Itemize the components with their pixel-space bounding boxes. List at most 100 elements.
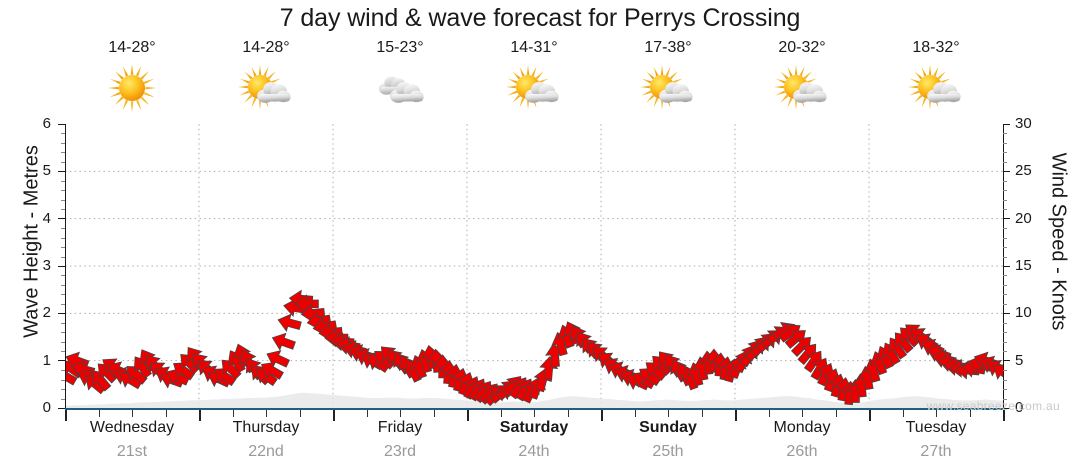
x-axis-tick (132, 410, 133, 417)
axis-minor-tick (1003, 247, 1007, 249)
axis-minor-tick (61, 379, 65, 381)
axis-minor-tick (1003, 199, 1007, 201)
day-label-cell: Friday 23rd (333, 416, 467, 471)
axis-minor-tick (61, 237, 65, 239)
x-axis-tick (299, 410, 301, 417)
axis-minor-tick (1003, 294, 1007, 296)
axis-minor-tick (61, 389, 65, 391)
axis-minor-tick (1003, 351, 1007, 353)
axis-minor-tick (1003, 237, 1007, 239)
temperature-range: 14-31° (510, 39, 558, 56)
day-forecast-cell: 14-28° (199, 38, 333, 124)
x-axis-tick (266, 410, 267, 417)
x-axis-tick (433, 410, 435, 417)
axis-tick-label: 30 (1015, 115, 1032, 132)
axis-minor-tick (61, 370, 65, 372)
x-axis-day-tick (735, 410, 737, 421)
day-forecast-cell: 15-23° (333, 38, 467, 124)
axis-minor-tick (61, 284, 65, 286)
cloudy-icon (367, 60, 433, 118)
axis-minor-tick (61, 351, 65, 353)
axis-tick-label: 6 (42, 115, 51, 132)
axis-minor-tick (1003, 284, 1007, 286)
chart-title: 7 day wind & wave forecast for Perrys Cr… (279, 4, 801, 32)
axis-minor-tick (61, 398, 65, 400)
day-name-label: Monday (773, 419, 831, 436)
day-name-label: Saturday (499, 419, 569, 436)
day-forecast-header: 14-28° 14-28° (65, 38, 1003, 124)
axis-tick-label: 10 (1015, 304, 1032, 322)
day-date-label: 23rd (383, 443, 417, 460)
axis-minor-tick (61, 199, 65, 201)
axis-tick-mark (1003, 312, 1010, 314)
axis-minor-tick (61, 152, 65, 154)
axis-tick-mark (1003, 407, 1010, 409)
right-axis-spine (1003, 124, 1004, 409)
axis-minor-tick (61, 190, 65, 192)
x-axis-tick (802, 410, 803, 417)
axis-tick-label: 2 (42, 304, 51, 322)
forecast-plot-area (65, 124, 1003, 408)
axis-minor-tick (61, 161, 65, 163)
axis-minor-tick (1003, 228, 1007, 230)
axis-minor-tick (1003, 332, 1007, 334)
partly-cloudy-icon (903, 60, 969, 118)
left-axis-spine (65, 124, 66, 409)
axis-tick-label: 15 (1015, 257, 1032, 274)
axis-minor-tick (1003, 161, 1007, 163)
partly-cloudy-icon (233, 60, 299, 118)
axis-tick-mark (58, 407, 65, 409)
axis-minor-tick (61, 332, 65, 334)
axis-tick-mark (1003, 265, 1010, 267)
day-name-label: Tuesday (905, 419, 967, 436)
x-axis-tick (634, 410, 636, 417)
axis-minor-tick (61, 341, 65, 343)
x-axis-tick (668, 410, 669, 417)
x-axis-tick (534, 410, 535, 417)
axis-tick-mark (58, 218, 65, 220)
x-axis-tick (232, 410, 234, 417)
day-label-cell: Saturday 24th (467, 416, 601, 471)
day-name-label: Friday (377, 419, 423, 436)
axis-minor-tick (61, 142, 65, 144)
x-axis-tick (98, 410, 100, 417)
partly-cloudy-icon (769, 60, 835, 118)
temperature-range: 14-28° (242, 39, 290, 56)
axis-tick-label: 20 (1015, 209, 1032, 227)
x-axis-tick (165, 410, 167, 417)
axis-minor-tick (1003, 152, 1007, 154)
temperature-range: 14-28° (108, 39, 156, 56)
x-axis-tick (936, 410, 937, 417)
x-axis-day-tick (1003, 410, 1005, 421)
axis-minor-tick (61, 180, 65, 182)
day-label-cell: Sunday 25th (601, 416, 735, 471)
axis-tick-label: 4 (42, 209, 51, 227)
day-forecast-cell: 18-32° (869, 38, 1003, 124)
day-label-row: Wednesday 21st Thursday 22nd Friday 23rd Satur… (65, 416, 1003, 471)
x-axis-tick (701, 410, 703, 417)
temperature-range: 15-23° (376, 39, 424, 56)
day-forecast-cell: 14-28° (65, 38, 199, 124)
axis-minor-tick (1003, 341, 1007, 343)
x-axis-tick (768, 410, 770, 417)
x-axis-tick (500, 410, 502, 417)
day-label-cell: Tuesday 27th (869, 416, 1003, 471)
axis-minor-tick (61, 228, 65, 230)
axis-tick-label: 1 (42, 351, 51, 369)
axis-tick-label: 0 (42, 399, 51, 416)
day-label-cell: Thursday 22nd (199, 416, 333, 471)
x-axis-day-tick (333, 410, 335, 421)
axis-tick-mark (1003, 218, 1010, 220)
day-forecast-cell: 14-31° (467, 38, 601, 124)
axis-tick-mark (1003, 170, 1010, 172)
day-label-cell: Wednesday 21st (65, 416, 199, 471)
x-axis-day-tick (869, 410, 871, 421)
x-axis-day-tick (199, 410, 201, 421)
x-axis-day-tick (467, 410, 469, 421)
x-axis-line (65, 408, 1004, 410)
temperature-range: 20-32° (778, 39, 826, 56)
axis-tick-mark (58, 170, 65, 172)
x-axis-tick (969, 410, 971, 417)
axis-minor-tick (1003, 180, 1007, 182)
